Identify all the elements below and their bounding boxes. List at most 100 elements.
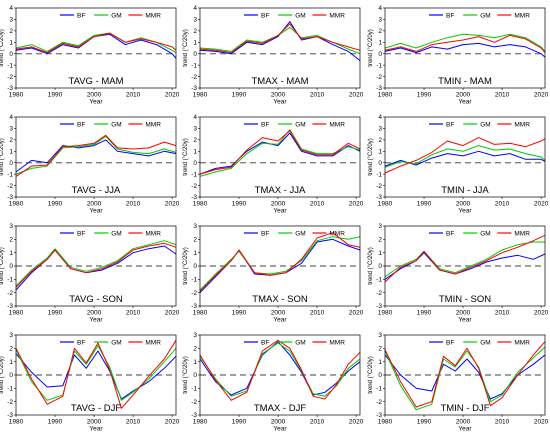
series-line-mmr: [199, 130, 361, 175]
chart-panel: trend (°C/20y) -3 -2 -1 0 1 2 3 4 1980 1990 2000 201…: [0, 114, 180, 214]
legend-label-mmr: MMR: [145, 121, 161, 128]
chart-panel: trend (°C/20y) -3 -2 -1 0 1 2 3 4 1980 1990 2000 201…: [0, 5, 180, 105]
x-axis-label: Year: [89, 99, 103, 106]
series-line-gm: [15, 32, 177, 54]
x-axis-label: Year: [89, 426, 103, 433]
legend-label-bf: BF: [446, 121, 454, 128]
x-axis-label: Year: [273, 99, 287, 106]
y-axis-label: trend (°C/20y): [368, 356, 374, 393]
plot-frame: [384, 225, 546, 307]
x-tick-label: 2010: [495, 92, 510, 99]
legend-label-bf: BF: [446, 12, 454, 19]
x-axis-label: Year: [89, 208, 103, 215]
series-line-bf: [384, 42, 546, 58]
chart-title: TMIN - MAM: [438, 76, 492, 87]
y-tick-label: 3: [193, 223, 197, 230]
y-axis-label: trend (°C/20y): [183, 356, 189, 393]
legend-label-bf: BF: [77, 12, 85, 19]
series-line-mmr: [199, 339, 361, 401]
plot-frame: [199, 7, 361, 89]
y-tick-label: -2: [191, 74, 197, 81]
y-tick-label: -1: [7, 386, 13, 393]
chart-panel: trend (°C/20y) -3 -2 -1 0 1 2 3 1980 1990 2000 2010…: [0, 332, 180, 432]
plot-frame: [15, 116, 177, 198]
x-tick-label: 2020: [534, 201, 549, 208]
series-line-mmr: [384, 137, 546, 174]
chart-title: TAVG - SON: [69, 294, 123, 305]
y-axis-label: trend (°C/20y): [183, 138, 189, 175]
y-tick-label: -1: [191, 386, 197, 393]
y-tick-label: 1: [378, 359, 382, 366]
y-tick-label: -2: [7, 74, 13, 81]
chart-panel: trend (°C/20y) -3 -2 -1 0 1 2 3 1980 1990 2000 2010…: [368, 332, 549, 432]
y-tick-label: -1: [7, 62, 13, 69]
x-tick-label: 2020: [165, 92, 180, 99]
x-tick-label: 2000: [456, 92, 471, 99]
x-tick-label: 2010: [495, 419, 510, 426]
x-tick-label: 2020: [534, 310, 549, 317]
x-tick-label: 1990: [417, 201, 432, 208]
y-tick-label: 3: [193, 17, 197, 24]
series-line-gm: [384, 33, 546, 52]
y-tick-label: 0: [193, 51, 197, 58]
plot-frame: [199, 225, 361, 307]
y-tick-label: 1: [9, 39, 13, 46]
legend-label-gm: GM: [480, 230, 490, 237]
y-tick-label: 1: [378, 39, 382, 46]
series-line-bf: [15, 139, 177, 173]
legend-label-mmr: MMR: [514, 12, 530, 19]
legend-label-mmr: MMR: [329, 339, 345, 346]
y-tick-label: -3: [191, 412, 197, 419]
y-tick-label: 4: [9, 5, 13, 12]
y-tick-label: -2: [376, 290, 382, 297]
y-tick-label: -3: [7, 194, 13, 201]
y-tick-label: 1: [9, 359, 13, 366]
x-tick-label: 1980: [9, 201, 24, 208]
y-tick-label: -3: [7, 85, 13, 92]
chart-title: TMAX - DJF: [254, 403, 306, 414]
y-tick-label: -1: [376, 386, 382, 393]
y-tick-label: -2: [191, 290, 197, 297]
y-axis-label: trend (°C/20y): [0, 29, 5, 66]
chart-panel: trend (°C/20y) -3 -2 -1 0 1 2 3 1980 1990 2000 2010…: [183, 223, 364, 323]
y-tick-label: 3: [378, 332, 382, 339]
y-tick-label: 4: [378, 5, 382, 12]
plot-frame: [384, 7, 546, 89]
y-tick-label: 3: [9, 332, 13, 339]
x-tick-label: 2010: [310, 201, 325, 208]
x-axis-label: Year: [458, 426, 472, 433]
legend-label-mmr: MMR: [329, 230, 345, 237]
x-tick-label: 2000: [271, 310, 286, 317]
y-axis-label: trend (°C/20y): [183, 29, 189, 66]
legend-label-gm: GM: [480, 339, 490, 346]
plot-frame: [384, 116, 546, 198]
series-line-gm: [199, 342, 361, 397]
y-tick-label: -3: [7, 303, 13, 310]
chart-panel: trend (°C/20y) -3 -2 -1 0 1 2 3 1980 1990 2000 2010…: [183, 332, 364, 432]
y-tick-label: 0: [9, 263, 13, 270]
chart-title: TMAX - SON: [252, 294, 308, 305]
y-tick-label: 2: [193, 237, 197, 244]
legend-label-gm: GM: [295, 339, 305, 346]
series-line-gm: [15, 240, 177, 287]
y-tick-label: 4: [193, 114, 197, 121]
chart-title: TMIN - JJA: [441, 185, 489, 196]
y-tick-label: 3: [378, 126, 382, 133]
y-tick-label: 2: [193, 28, 197, 35]
legend-label-bf: BF: [77, 121, 85, 128]
x-axis-label: Year: [458, 317, 472, 324]
series-line-bf: [199, 132, 361, 175]
chart-title: TMAX - MAM: [252, 76, 309, 87]
y-tick-label: 0: [378, 372, 382, 379]
legend-label-gm: GM: [111, 230, 121, 237]
plot-frame: [15, 7, 177, 89]
series-line-bf: [15, 33, 177, 59]
chart-panel: trend (°C/20y) -3 -2 -1 0 1 2 3 4 1980 1990 2000 201…: [368, 5, 549, 105]
x-tick-label: 1990: [232, 419, 247, 426]
y-tick-label: 0: [9, 160, 13, 167]
y-tick-label: 1: [9, 250, 13, 257]
chart-panel: trend (°C/20y) -3 -2 -1 0 1 2 3 4 1980 1990 2000 201…: [183, 5, 364, 105]
y-tick-label: 2: [9, 237, 13, 244]
x-tick-label: 1990: [417, 310, 432, 317]
series-line-gm: [15, 345, 177, 401]
